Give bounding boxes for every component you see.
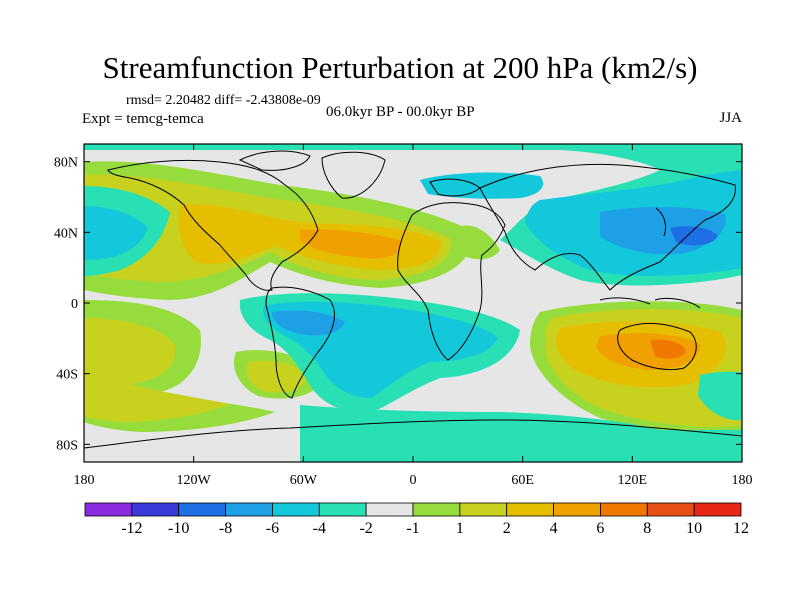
colorbar-label: 6 bbox=[596, 520, 604, 537]
period-label: 06.0kyr BP - 00.0kyr BP bbox=[326, 104, 475, 120]
lat-tick-label: 40N bbox=[54, 226, 78, 241]
plot-title: Streamfunction Perturbation at 200 hPa (… bbox=[102, 50, 698, 85]
colorbar-swatch bbox=[553, 502, 601, 517]
lon-tick-label: 180 bbox=[732, 473, 753, 488]
lon-tick-label: 0 bbox=[410, 473, 417, 488]
lat-tick-label: 0 bbox=[71, 297, 78, 312]
colorbar-label: -4 bbox=[313, 520, 326, 537]
lat-tick-label: 80S bbox=[56, 438, 78, 453]
lat-tick-label: 40S bbox=[56, 368, 78, 383]
colorbar-label: -12 bbox=[121, 520, 142, 537]
stats-line: rmsd= 2.20482 diff= -2.43808e-09 bbox=[126, 93, 321, 108]
lon-tick-label: 60E bbox=[511, 473, 534, 488]
contour-level-8-10 bbox=[650, 339, 686, 359]
experiment-label: Expt = temcg-temca bbox=[82, 111, 204, 127]
season-label: JJA bbox=[719, 110, 742, 126]
colorbar-label: -10 bbox=[168, 520, 189, 537]
colorbar-label: 4 bbox=[550, 520, 558, 537]
colorbar-label: -8 bbox=[219, 520, 232, 537]
colorbar-label: 8 bbox=[643, 520, 651, 537]
colorbar-label: 1 bbox=[456, 520, 464, 537]
colorbar: -12 -10 -8 -6 -4 -2 -1 1 2 4 6 8 10 12 bbox=[84, 502, 749, 537]
colorbar-swatch bbox=[693, 502, 742, 517]
colorbar-label: 2 bbox=[503, 520, 511, 537]
colorbar-label: -1 bbox=[406, 520, 419, 537]
lon-tick-label: 120W bbox=[177, 473, 212, 488]
colorbar-swatch bbox=[506, 502, 554, 517]
lon-tick-label: 60W bbox=[290, 473, 318, 488]
colorbar-swatch bbox=[646, 502, 695, 517]
axis-tick-labels: 180 120W 60W 0 60E 120E 180 80N 40N 0 40S 80S bbox=[54, 156, 753, 488]
colorbar-label: 10 bbox=[686, 520, 702, 537]
lat-tick-label: 80N bbox=[54, 156, 78, 171]
axis-ticks bbox=[83, 144, 743, 462]
lon-tick-label: 180 bbox=[74, 473, 95, 488]
lon-tick-label: 120E bbox=[618, 473, 648, 488]
colorbar-swatch bbox=[272, 502, 320, 517]
colorbar-swatch bbox=[318, 502, 367, 517]
colorbar-swatch bbox=[600, 502, 648, 517]
colorbar-swatch bbox=[412, 502, 461, 517]
colorbar-label: 12 bbox=[733, 520, 749, 537]
coastlines bbox=[84, 150, 742, 449]
colorbar-label: -6 bbox=[266, 520, 279, 537]
colorbar-swatch bbox=[225, 502, 273, 517]
map-panel bbox=[84, 144, 742, 462]
colorbar-label: -2 bbox=[359, 520, 372, 537]
colorbar-swatch bbox=[178, 502, 226, 517]
colorbar-swatch bbox=[459, 502, 508, 517]
colorbar-swatch bbox=[131, 502, 180, 517]
colorbar-swatch bbox=[365, 502, 414, 517]
colorbar-swatch bbox=[84, 502, 133, 517]
